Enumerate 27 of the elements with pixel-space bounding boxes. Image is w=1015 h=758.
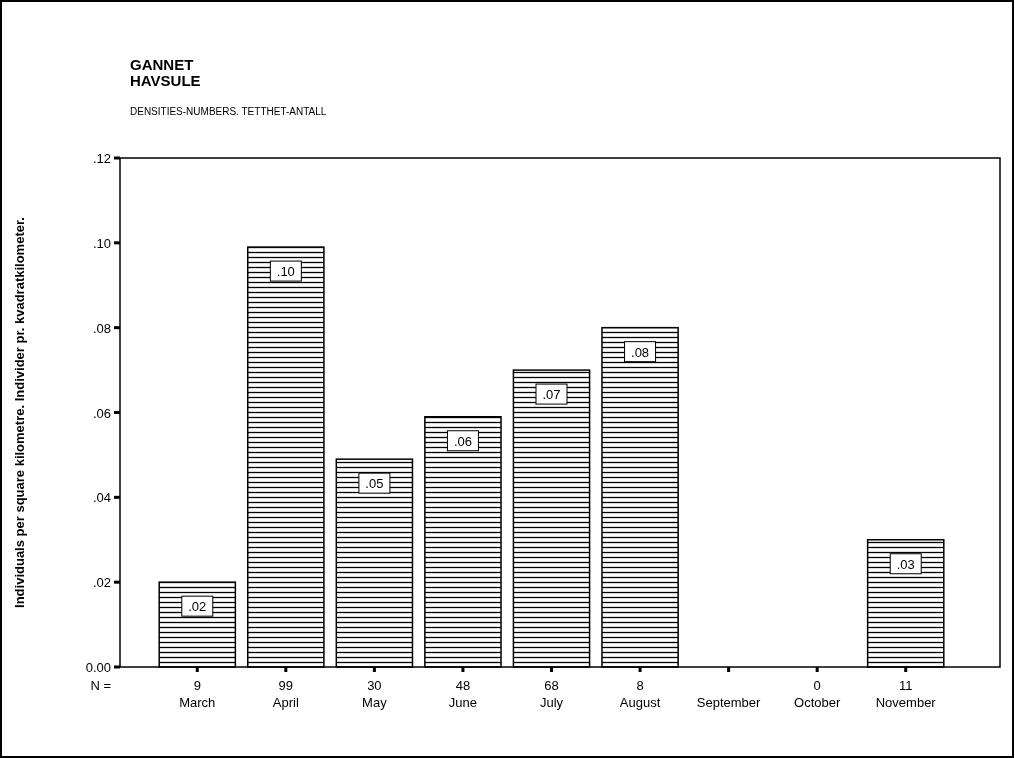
data-label: .06: [453, 433, 472, 449]
x-tick-label: 11 November: [875, 678, 937, 710]
x-tick-label: 9 March: [179, 678, 216, 710]
x-tick-label: 99 April: [272, 678, 299, 710]
data-label: .05: [365, 476, 384, 492]
x-tick-label: 0 October: [794, 678, 841, 710]
x-tick-label: 30 May: [362, 678, 388, 710]
y-tick-label: 0.00: [85, 660, 111, 675]
x-tick-label: September: [696, 695, 762, 710]
data-label: .03: [896, 556, 915, 572]
y-tick-label: .04: [92, 490, 111, 506]
x-tick-label: 8 August: [619, 678, 661, 710]
data-label: .08: [631, 344, 650, 360]
y-tick-label: .02: [92, 575, 111, 591]
chart-subtitle: DENSITIES-NUMBERS. TETTHET-ANTALL: [130, 106, 327, 117]
data-label: .10: [276, 264, 295, 280]
data-label: .07: [542, 387, 561, 403]
x-tick-label: 68 July: [539, 678, 564, 710]
data-label: .02: [188, 599, 207, 615]
text: N =: [90, 678, 111, 693]
x-tick-label: 48 June: [448, 678, 478, 710]
y-tick-label: .08: [92, 320, 111, 336]
y-tick-label: .06: [92, 405, 111, 421]
y-tick-label: .10: [92, 235, 111, 251]
y-axis-title: Individuals per square kilometre. Individer pr. kvadratkilometer.: [12, 217, 27, 608]
chart-title: GANNET HAVSULE: [130, 56, 201, 89]
y-tick-label: .12: [92, 151, 111, 166]
